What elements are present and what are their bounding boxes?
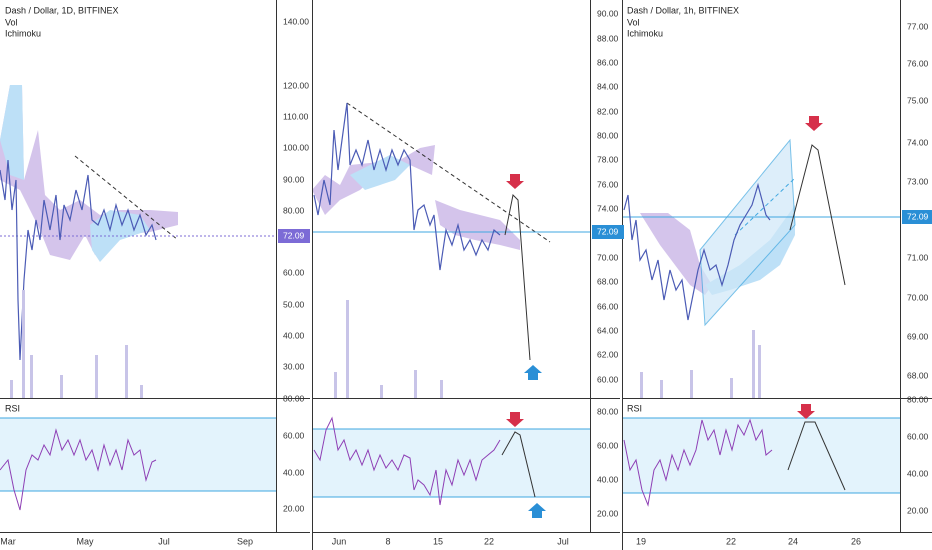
rsi-band — [312, 429, 590, 497]
time-tick-label: Mar — [0, 536, 16, 546]
time-tick-label: 15 — [433, 536, 443, 546]
rsi-label: RSI — [627, 403, 642, 413]
price-tick-label: 40.00 — [283, 330, 305, 340]
price-tick-label: 76.00 — [907, 58, 929, 68]
time-tick-label: 22 — [484, 536, 494, 546]
rsi-band — [0, 418, 276, 491]
panel-borders — [0, 0, 932, 533]
ichimoku-cloud — [0, 85, 24, 180]
price-tick-label: 75.00 — [907, 95, 929, 105]
price-series — [623, 182, 771, 321]
price-tick-label: 140.00 — [283, 16, 309, 26]
last-price-label: 72.09 — [597, 226, 619, 236]
price-tick-label: 88.00 — [597, 33, 619, 43]
rsi-tick-label: 40.00 — [907, 468, 929, 478]
rsi-series — [0, 428, 157, 511]
last-price-tag — [278, 229, 310, 243]
price-tick-label: 68.00 — [597, 276, 619, 286]
price-tick-label: 78.00 — [597, 154, 619, 164]
time-tick-label: 24 — [788, 536, 798, 546]
price-tick-label: 68.00 — [907, 370, 929, 380]
price-tick-label: 62.00 — [597, 349, 619, 359]
rsi-label: RSI — [5, 403, 20, 413]
price-tick-label: 66.00 — [597, 301, 619, 311]
time-tick-label: 22 — [726, 536, 736, 546]
price-tick-label: 86.00 — [597, 57, 619, 67]
volume-bars — [10, 290, 761, 398]
last-price-label: 72.09 — [283, 230, 305, 240]
rsi-tick-label: 60.00 — [907, 431, 929, 441]
panel-gap — [620, 0, 622, 550]
rsi-tick-label: 20.00 — [597, 508, 619, 518]
price-tick-label: 69.00 — [907, 331, 929, 341]
price-tick-label: 64.00 — [597, 325, 619, 335]
price-tick-label: 120.00 — [283, 80, 309, 90]
time-tick-label: Jul — [158, 536, 170, 546]
price-series — [313, 102, 501, 271]
price-tick-label: 74.00 — [597, 203, 619, 213]
time-tick-label: May — [76, 536, 94, 546]
price-tick-label: 30.00 — [283, 361, 305, 371]
trend-line — [346, 102, 551, 243]
price-tick-label: 77.00 — [907, 21, 929, 31]
trend-line — [74, 155, 179, 241]
rsi-band — [622, 418, 900, 493]
time-tick-label: 8 — [385, 536, 390, 546]
rsi-series — [623, 418, 773, 507]
rsi-tick-label: 60.00 — [597, 440, 619, 450]
price-tick-label: 90.00 — [597, 8, 619, 18]
price-tick-label: 90.00 — [283, 174, 305, 184]
price-series — [0, 159, 157, 361]
rsi-tick-label: 40.00 — [283, 467, 305, 477]
chart-title: Dash / Dollar, 1h, BITFINEX — [627, 5, 739, 15]
study-label: Vol — [627, 17, 640, 27]
price-tick-label: 80.00 — [597, 130, 619, 140]
ichimoku-cloud — [350, 155, 410, 190]
ichimoku-cloud — [435, 200, 520, 250]
price-tick-label: 70.00 — [597, 252, 619, 262]
last-price-tag — [902, 210, 932, 224]
price-tick-label: 110.00 — [283, 111, 309, 121]
last-price-tag — [592, 225, 624, 239]
rsi-tick-label: 80.00 — [283, 393, 305, 403]
last-price-label: 72.09 — [907, 211, 929, 221]
ichimoku-cloud — [640, 213, 712, 295]
price-tick-label: 100.00 — [283, 142, 309, 152]
rsi-series — [313, 416, 501, 506]
time-tick-label: Jul — [557, 536, 569, 546]
price-tick-label: 84.00 — [597, 81, 619, 91]
time-tick-label: Sep — [237, 536, 253, 546]
price-tick-label: 60.00 — [597, 374, 619, 384]
rsi-tick-label: 40.00 — [597, 474, 619, 484]
price-tick-label: 60.00 — [283, 267, 305, 277]
rsi-tick-label: 80.00 — [597, 406, 619, 416]
price-tick-label: 80.00 — [283, 205, 305, 215]
study-label: Vol — [5, 17, 18, 27]
price-tick-label: 70.00 — [907, 292, 929, 302]
price-tick-label: 74.00 — [907, 137, 929, 147]
arrow-icons — [506, 116, 823, 518]
rsi-tick-label: 20.00 — [907, 505, 929, 515]
chart-title: Dash / Dollar, 1D, BITFINEX — [5, 5, 119, 15]
price-tick-label: 50.00 — [283, 299, 305, 309]
rsi-tick-label: 60.00 — [283, 430, 305, 440]
price-tick-label: 82.00 — [597, 106, 619, 116]
time-tick-label: 19 — [636, 536, 646, 546]
rsi-tick-label: 20.00 — [283, 503, 305, 513]
study-label: Ichimoku — [627, 28, 663, 38]
study-label: Ichimoku — [5, 28, 41, 38]
rsi-tick-label: 80.00 — [907, 394, 929, 404]
panel-gap — [310, 0, 312, 550]
time-tick-label: Jun — [332, 536, 347, 546]
time-tick-label: 26 — [851, 536, 861, 546]
projection-arrows — [501, 144, 846, 498]
price-tick-label: 76.00 — [597, 179, 619, 189]
price-tick-label: 73.00 — [907, 176, 929, 186]
price-tick-label: 71.00 — [907, 252, 929, 262]
